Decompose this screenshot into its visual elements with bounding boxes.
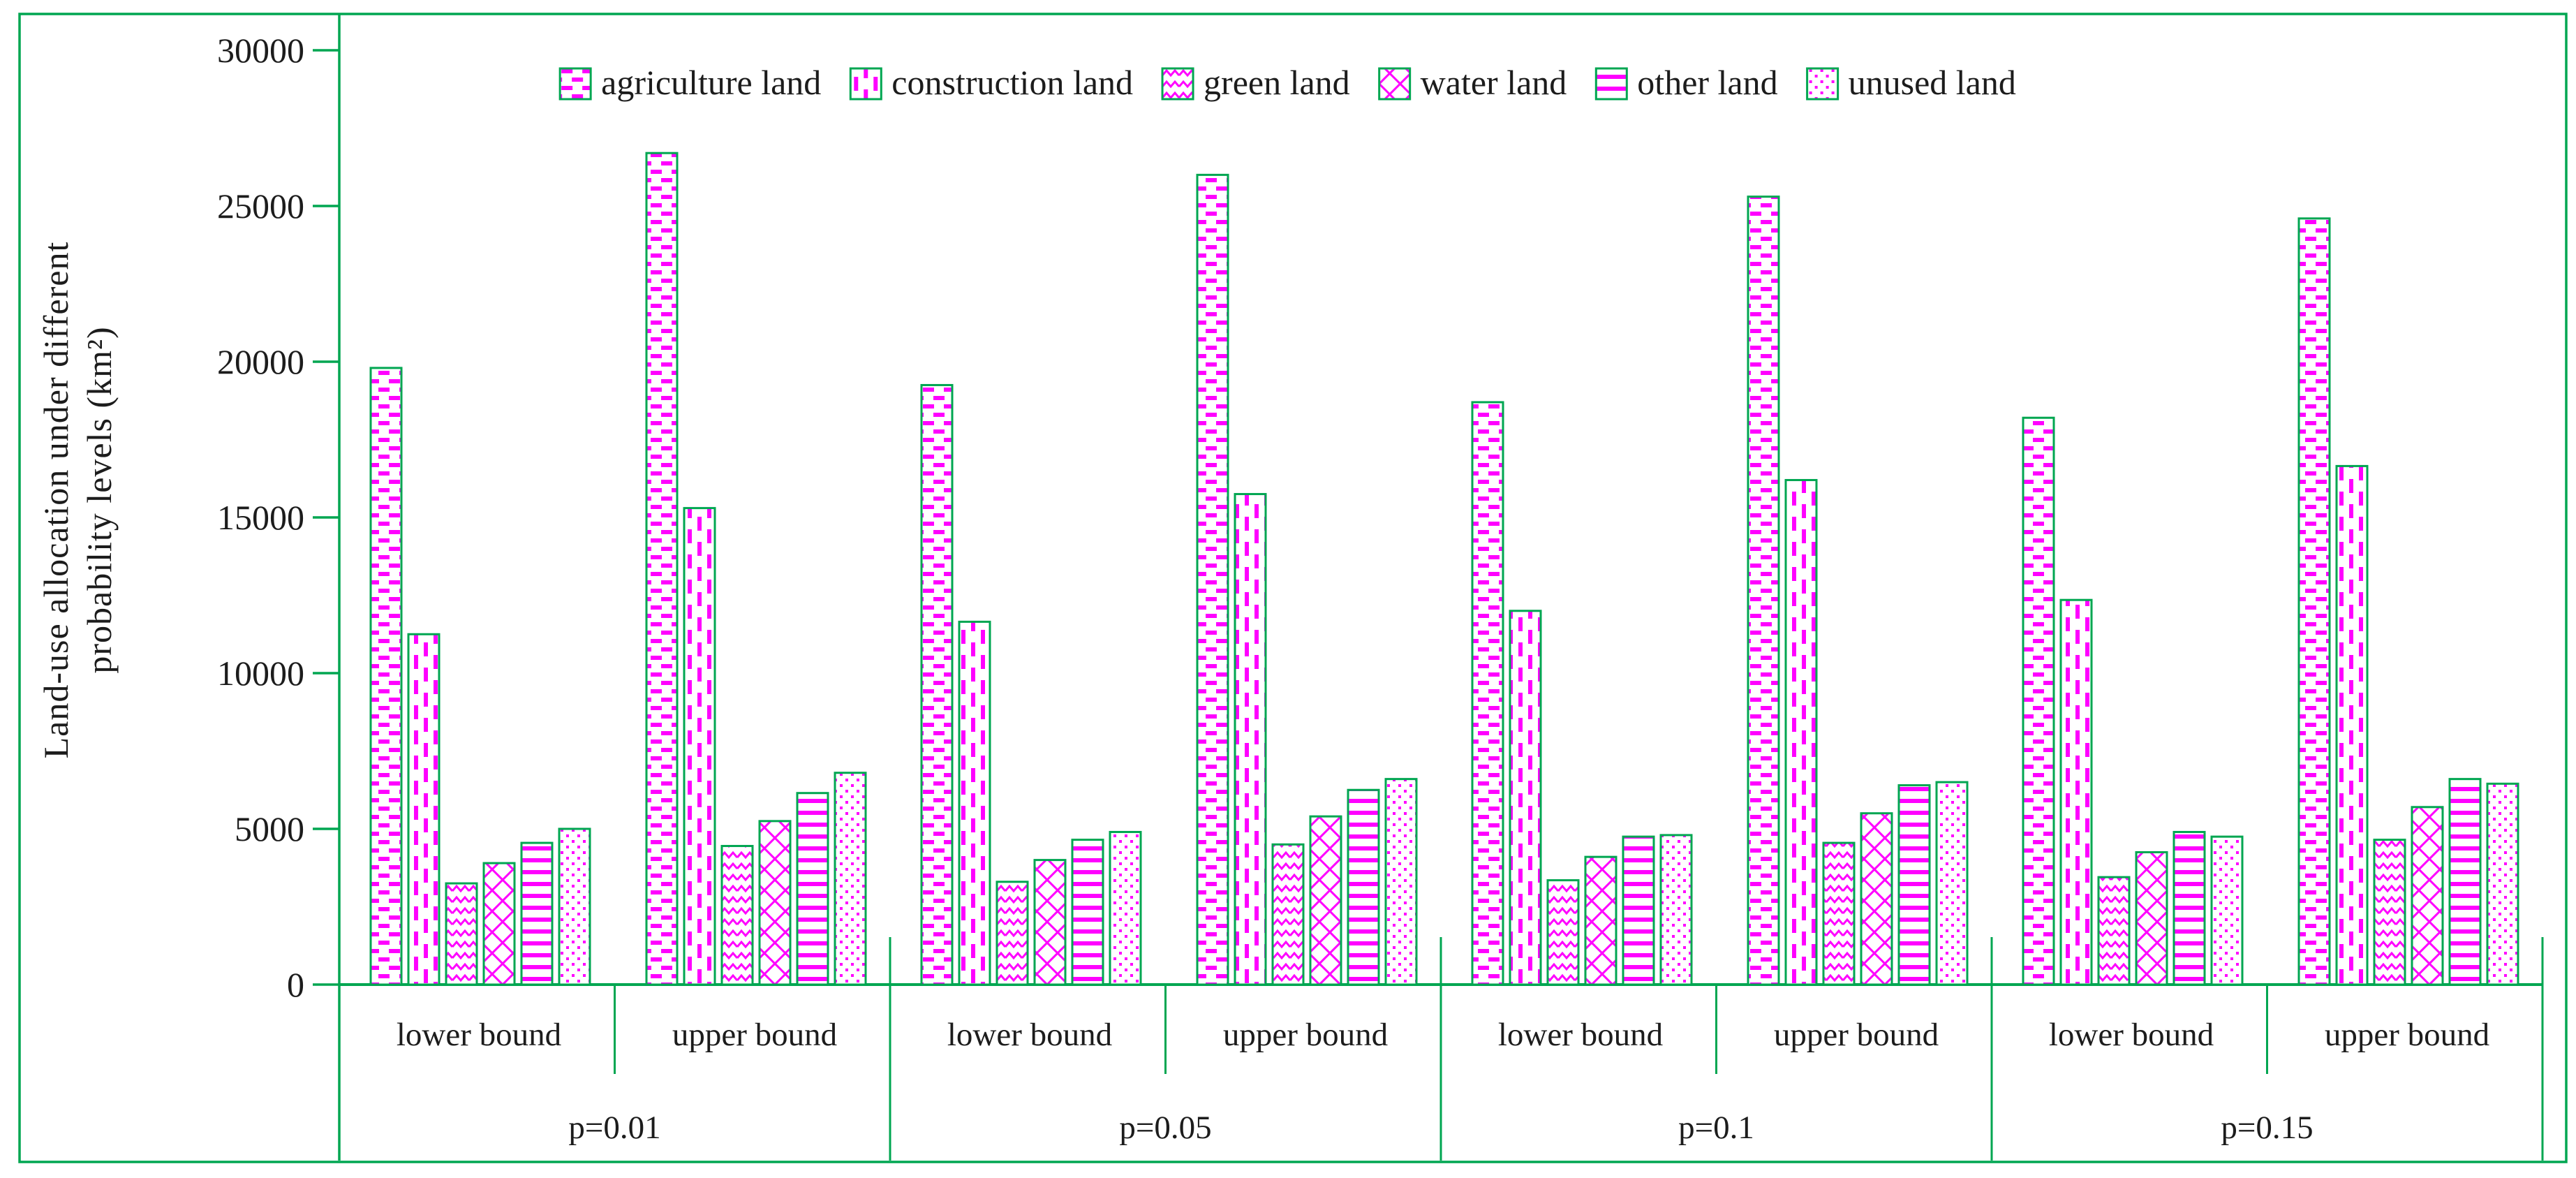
bar-unused-land-p-0-01-upper-bound xyxy=(834,772,867,986)
legend-item-construction-land: construction land xyxy=(849,63,1133,102)
bound-label-p-0-1-lower-bound: lower bound xyxy=(1498,1017,1663,1053)
y-tick-label: 0 xyxy=(287,965,304,1004)
legend-swatch-brick-dash-icon xyxy=(558,67,592,101)
bar-unused-land-p-0-05-upper-bound xyxy=(1384,778,1418,986)
bar-green-land-p-0-15-lower-bound xyxy=(2097,876,2131,986)
bar-construction-land-p-0-15-lower-bound xyxy=(2059,598,2093,986)
y-tick-label: 5000 xyxy=(235,809,304,848)
legend-swatch-dot-grid-icon xyxy=(1806,67,1840,101)
legend-label: green land xyxy=(1204,63,1350,102)
legend-item-water-land: water land xyxy=(1378,63,1567,102)
bar-other-land-p-0-1-lower-bound xyxy=(1622,835,1655,986)
legend-label: unused land xyxy=(1849,63,2016,102)
bar-green-land-p-0-1-upper-bound xyxy=(1822,841,1856,986)
bar-construction-land-p-0-1-lower-bound xyxy=(1509,610,1542,986)
bar-other-land-p-0-01-lower-bound xyxy=(520,841,554,986)
legend-label: construction land xyxy=(891,63,1133,102)
bar-agriculture-land-p-0-01-lower-bound xyxy=(369,367,403,986)
bar-unused-land-p-0-15-lower-bound xyxy=(2210,835,2244,986)
bar-unused-land-p-0-1-upper-bound xyxy=(1935,781,1969,986)
legend-swatch-zigzag-icon xyxy=(1161,67,1194,101)
bound-label-p-0-05-upper-bound: upper bound xyxy=(1223,1017,1388,1053)
legend-swatch-diamond-lattice-icon xyxy=(1378,67,1412,101)
bar-water-land-p-0-01-upper-bound xyxy=(758,820,792,986)
legend-swatch-vertical-dash-icon xyxy=(849,67,882,101)
bound-label-p-0-15-lower-bound: lower bound xyxy=(2049,1017,2214,1053)
bar-agriculture-land-p-0-01-upper-bound xyxy=(645,152,679,986)
bar-other-land-p-0-1-upper-bound xyxy=(1897,784,1931,986)
p-level-label-p-0-1: p=0.1 xyxy=(1678,1110,1754,1146)
bound-label-p-0-01-lower-bound: lower bound xyxy=(397,1017,561,1053)
axes: 0 5000 10000 15000 20000 25000 30000 xyxy=(217,14,2542,1161)
bar-construction-land-p-0-05-upper-bound xyxy=(1234,493,1267,986)
y-tick-label: 25000 xyxy=(217,186,304,226)
bar-green-land-p-0-05-lower-bound xyxy=(995,881,1029,986)
bar-construction-land-p-0-05-lower-bound xyxy=(958,620,991,986)
bar-green-land-p-0-01-upper-bound xyxy=(720,845,754,986)
bar-water-land-p-0-15-lower-bound xyxy=(2135,851,2168,986)
p-level-label-p-0-15: p=0.15 xyxy=(2221,1110,2313,1146)
legend: agriculture land construction land green l… xyxy=(558,63,2016,102)
bar-unused-land-p-0-05-lower-bound xyxy=(1109,830,1142,986)
legend-item-unused-land: unused land xyxy=(1806,63,2016,102)
bar-green-land-p-0-1-lower-bound xyxy=(1546,879,1580,986)
bar-agriculture-land-p-0-1-lower-bound xyxy=(1471,401,1504,986)
bar-unused-land-p-0-15-upper-bound xyxy=(2486,782,2519,986)
y-tick-label: 15000 xyxy=(217,498,304,537)
legend-label: agriculture land xyxy=(601,63,821,102)
bar-construction-land-p-0-15-upper-bound xyxy=(2335,464,2369,986)
bar-water-land-p-0-01-lower-bound xyxy=(482,862,516,986)
bar-construction-land-p-0-1-upper-bound xyxy=(1784,478,1818,986)
bar-green-land-p-0-05-upper-bound xyxy=(1271,843,1305,986)
bar-water-land-p-0-05-lower-bound xyxy=(1033,859,1067,986)
bar-green-land-p-0-01-lower-bound xyxy=(445,882,478,986)
y-tick-label: 30000 xyxy=(217,31,304,70)
bar-agriculture-land-p-0-05-lower-bound xyxy=(920,383,954,986)
bar-construction-land-p-0-01-lower-bound xyxy=(407,633,441,986)
bar-other-land-p-0-15-lower-bound xyxy=(2172,830,2206,986)
p-level-label-p-0-01: p=0.01 xyxy=(568,1110,660,1146)
bar-water-land-p-0-15-upper-bound xyxy=(2411,806,2444,986)
bar-agriculture-land-p-0-05-upper-bound xyxy=(1196,173,1229,986)
legend-item-green-land: green land xyxy=(1161,63,1350,102)
legend-label: other land xyxy=(1637,63,1777,102)
y-tick-label: 10000 xyxy=(217,654,304,693)
bound-label-p-0-05-lower-bound: lower bound xyxy=(947,1017,1112,1053)
bar-other-land-p-0-05-lower-bound xyxy=(1071,839,1104,986)
bar-agriculture-land-p-0-1-upper-bound xyxy=(1747,196,1780,986)
legend-item-other-land: other land xyxy=(1594,63,1778,102)
legend-swatch-horizontal-lines-icon xyxy=(1594,67,1628,101)
bar-other-land-p-0-01-upper-bound xyxy=(796,792,829,986)
bar-unused-land-p-0-01-lower-bound xyxy=(558,827,591,986)
bar-agriculture-land-p-0-15-lower-bound xyxy=(2022,416,2055,986)
figure-frame xyxy=(18,13,2568,1163)
bar-water-land-p-0-1-upper-bound xyxy=(1860,812,1893,986)
bar-agriculture-land-p-0-15-upper-bound xyxy=(2297,217,2331,986)
bound-label-p-0-15-upper-bound: upper bound xyxy=(2325,1017,2489,1053)
bound-label-p-0-01-upper-bound: upper bound xyxy=(672,1017,837,1053)
bound-label-p-0-1-upper-bound: upper bound xyxy=(1774,1017,1939,1053)
legend-label: water land xyxy=(1421,63,1567,102)
y-tick-label: 20000 xyxy=(217,342,304,381)
x-axis-category-area: lower bound upper bound p=0.01 lower bound u… xyxy=(338,937,2544,1161)
bar-other-land-p-0-15-upper-bound xyxy=(2448,778,2482,986)
bar-water-land-p-0-1-lower-bound xyxy=(1584,855,1618,986)
bars xyxy=(369,152,2519,986)
bar-construction-land-p-0-01-upper-bound xyxy=(683,507,716,986)
bar-other-land-p-0-05-upper-bound xyxy=(1347,788,1380,986)
legend-item-agriculture-land: agriculture land xyxy=(558,63,821,102)
p-level-label-p-0-05: p=0.05 xyxy=(1119,1110,1211,1146)
bar-water-land-p-0-05-upper-bound xyxy=(1309,815,1342,986)
bar-green-land-p-0-15-upper-bound xyxy=(2373,839,2406,986)
bar-unused-land-p-0-1-lower-bound xyxy=(1659,834,1693,986)
